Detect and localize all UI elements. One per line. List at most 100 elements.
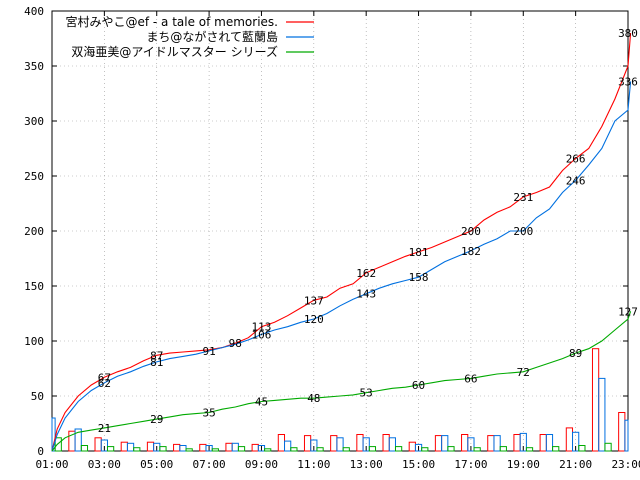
- bar-green: [394, 446, 403, 452]
- data-label: 120: [304, 313, 324, 326]
- bar-blue: [545, 434, 554, 452]
- data-label: 106: [252, 328, 272, 341]
- bar-blue: [179, 445, 187, 452]
- bar-red: [225, 442, 233, 452]
- bar-blue: [467, 437, 475, 452]
- data-label: 127: [618, 305, 638, 318]
- legend: 宮村みやこ@ef - a tale of memories.まち@ながされて藍蘭…: [65, 14, 314, 59]
- data-label: 380: [618, 27, 638, 40]
- y-tick-label: 150: [24, 280, 44, 293]
- bar-green: [525, 447, 534, 452]
- bar-red: [303, 435, 312, 452]
- y-tick-label: 400: [24, 5, 44, 18]
- data-label: 81: [150, 356, 163, 369]
- bar-blue: [598, 377, 606, 452]
- bar-green: [552, 446, 560, 452]
- data-label: 53: [360, 387, 373, 400]
- y-tick-label: 50: [31, 390, 44, 403]
- x-tick-label: 23:00: [611, 458, 640, 471]
- bar-green: [316, 447, 324, 452]
- bar-red: [94, 437, 102, 452]
- bar-green: [106, 446, 115, 452]
- x-tick-label: 07:00: [193, 458, 226, 471]
- data-label: 72: [517, 366, 530, 379]
- data-label: 246: [566, 174, 586, 187]
- data-label: 162: [356, 267, 376, 280]
- bar-green: [264, 448, 272, 452]
- bar-blue: [231, 442, 239, 452]
- bar-blue: [572, 431, 580, 452]
- bar-green: [80, 445, 89, 452]
- bar-red: [330, 435, 338, 452]
- data-label: 67: [98, 371, 111, 384]
- legend-label-1: まち@ながされて藍蘭島: [146, 29, 278, 44]
- data-label: 98: [229, 337, 242, 350]
- bar-red: [277, 434, 286, 452]
- data-label: 143: [356, 288, 376, 301]
- data-label: 60: [412, 379, 425, 392]
- legend-label-2: 双海亜美@アイドルマスター シリーズ: [71, 44, 278, 59]
- data-label: 113: [252, 321, 272, 334]
- bar-red: [173, 443, 181, 452]
- x-tick-label: 13:00: [350, 458, 383, 471]
- data-label: 29: [150, 413, 163, 426]
- bar-blue: [493, 435, 501, 452]
- y-tick-label: 100: [24, 335, 44, 348]
- bar-blue: [205, 445, 213, 452]
- x-tick-label: 11:00: [297, 458, 330, 471]
- y-tick-label: 350: [24, 60, 44, 73]
- bar-green: [578, 445, 586, 452]
- bar-blue: [100, 439, 108, 452]
- data-label: 21: [98, 422, 111, 435]
- bar-green: [604, 442, 612, 452]
- series-lines: [51, 32, 632, 452]
- y-tick-label: 0: [37, 445, 44, 458]
- data-label: 231: [513, 191, 533, 204]
- bar-green: [421, 447, 429, 452]
- x-tick-label: 03:00: [88, 458, 121, 471]
- grid: [51, 10, 629, 452]
- data-labels: 67 87 98 113 137 162 181 200 231 266 380 62 81 91 106 1…: [98, 27, 638, 435]
- bar-green: [237, 446, 246, 452]
- bar-red: [199, 443, 207, 452]
- data-label: 336: [618, 75, 638, 88]
- x-tick-label: 01:00: [35, 458, 68, 471]
- data-label: 62: [98, 377, 111, 390]
- bar-green: [211, 448, 219, 452]
- bar-red: [513, 434, 521, 452]
- hourly-bars: [51, 348, 629, 452]
- data-label: 48: [307, 392, 320, 405]
- bar-blue: [310, 439, 318, 452]
- bar-blue: [74, 428, 82, 452]
- bar-blue: [624, 419, 629, 452]
- x-tick-label: 19:00: [507, 458, 540, 471]
- bar-red: [356, 434, 364, 452]
- bar-red: [487, 435, 495, 452]
- bar-blue: [362, 437, 370, 452]
- bar-green: [499, 446, 507, 452]
- x-tick-label: 17:00: [454, 458, 487, 471]
- data-label: 182: [461, 245, 481, 258]
- data-label: 137: [304, 294, 324, 307]
- bar-blue: [441, 435, 449, 452]
- bar-green: [54, 437, 62, 452]
- bar-green: [159, 446, 167, 452]
- data-label: 91: [202, 345, 215, 358]
- bar-blue: [284, 440, 292, 452]
- bar-red: [434, 435, 443, 452]
- y-tick-label: 250: [24, 170, 44, 183]
- axes: 0 50 100 150 200 250 300 350 400 01:00 03:00 05:00 0…: [24, 5, 640, 471]
- bar-green: [342, 447, 350, 452]
- bar-blue: [51, 417, 56, 452]
- series-line-1: [51, 81, 632, 452]
- bar-red: [618, 412, 626, 452]
- bar-blue: [336, 437, 344, 452]
- bar-red: [382, 434, 390, 452]
- data-label: 200: [513, 225, 533, 238]
- x-tick-label: 15:00: [402, 458, 435, 471]
- bar-red: [565, 427, 574, 452]
- data-label: 181: [409, 246, 429, 259]
- bar-red: [408, 441, 416, 452]
- bar-red: [539, 434, 547, 452]
